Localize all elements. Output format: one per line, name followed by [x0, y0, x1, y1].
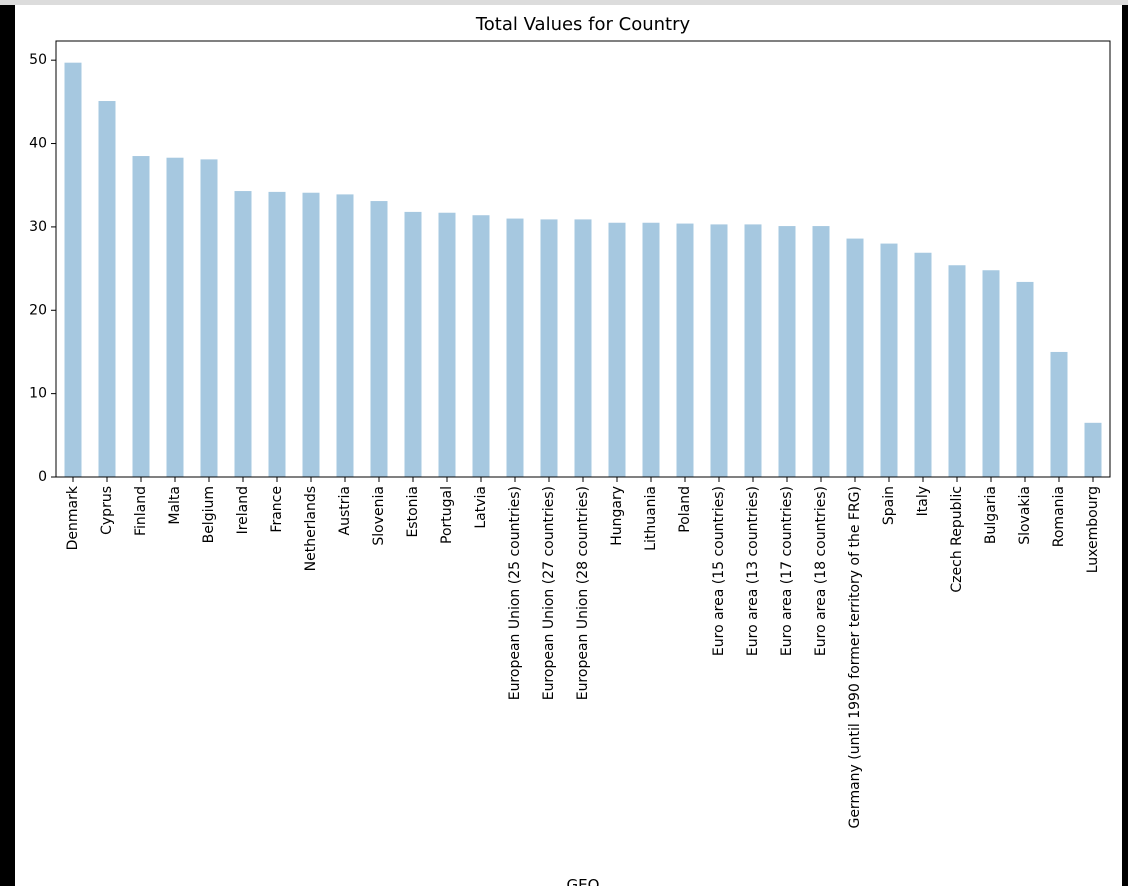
- x-tick-label: Euro area (15 countries): [711, 486, 727, 656]
- bar: [438, 212, 456, 478]
- x-tick-label: Austria: [337, 486, 353, 535]
- bar: [778, 226, 796, 477]
- y-tick-label: 10: [29, 386, 47, 402]
- chart-title: Total Values for Country: [475, 14, 691, 35]
- x-tick-label: Luxembourg: [1085, 486, 1101, 573]
- bar: [710, 224, 728, 477]
- bar: [982, 270, 1000, 477]
- chart-figure: Total Values for Country 0 10 20 30 40 50 Den…: [15, 5, 1122, 886]
- x-tick-label: European Union (27 countries): [541, 486, 557, 700]
- x-tick-label: Malta: [167, 486, 183, 525]
- bar: [472, 215, 490, 477]
- x-tick-label: Euro area (17 countries): [779, 486, 795, 656]
- x-tick-label: Spain: [881, 486, 897, 525]
- window-top-strip: [0, 0, 1128, 5]
- bar: [404, 211, 422, 477]
- bar: [370, 201, 388, 477]
- x-axis-label: GEO: [567, 876, 600, 886]
- plot-frame: [55, 40, 1111, 478]
- x-tick-label: Belgium: [201, 486, 217, 543]
- bar: [676, 223, 694, 477]
- x-tick-label: Bulgaria: [983, 486, 999, 544]
- bar: [880, 243, 898, 477]
- y-axis: 0 10 20 30 40 50: [29, 52, 56, 485]
- bar: [1084, 422, 1102, 477]
- bar-chart: Total Values for Country 0 10 20 30 40 50 Den…: [29, 14, 1111, 886]
- x-tick-label: Lithuania: [643, 486, 659, 551]
- x-tick-label: Slovenia: [371, 486, 387, 546]
- x-tick-label: European Union (25 countries): [507, 486, 523, 700]
- bar: [268, 191, 286, 478]
- bar: [812, 226, 830, 477]
- bar: [132, 156, 150, 477]
- x-tick-label: Estonia: [405, 486, 421, 538]
- bar: [302, 192, 320, 477]
- x-tick-label: Germany (until 1990 former territory of …: [847, 486, 863, 829]
- x-tick-label: Slovakia: [1017, 486, 1033, 545]
- x-tick-label: France: [269, 486, 285, 533]
- bar: [336, 194, 354, 477]
- y-tick-label: 30: [29, 219, 47, 235]
- y-tick-label: 40: [29, 136, 47, 152]
- x-tick-label: Finland: [133, 486, 149, 536]
- x-tick-label: Cyprus: [99, 486, 115, 535]
- bar: [642, 222, 660, 477]
- y-tick-label: 20: [29, 302, 47, 318]
- bars-group: [64, 62, 1102, 478]
- bar: [846, 238, 864, 477]
- bar: [64, 62, 82, 477]
- bar: [540, 219, 558, 477]
- bar: [574, 219, 592, 477]
- y-tick-label: 50: [29, 52, 47, 68]
- x-tick-label: Hungary: [609, 486, 625, 546]
- bar: [98, 101, 116, 477]
- x-axis: Denmark Cyprus Finland Malta Belgium Ireland F…: [65, 477, 1101, 829]
- x-tick-label: Euro area (13 countries): [745, 486, 761, 656]
- bar: [948, 265, 966, 477]
- bar: [1050, 351, 1068, 477]
- bar: [744, 224, 762, 477]
- bar: [166, 157, 184, 477]
- x-tick-label: Ireland: [235, 486, 251, 534]
- x-tick-label: Romania: [1051, 486, 1067, 547]
- bar: [200, 159, 218, 477]
- x-tick-label: Poland: [677, 486, 693, 533]
- bar: [234, 191, 252, 477]
- bar: [1016, 281, 1034, 477]
- x-tick-label: Netherlands: [303, 486, 319, 571]
- bar: [506, 218, 524, 477]
- x-tick-label: Latvia: [473, 486, 489, 529]
- x-tick-label: Denmark: [65, 485, 81, 550]
- bar: [608, 222, 626, 477]
- x-tick-label: Portugal: [439, 486, 455, 544]
- x-tick-label: Euro area (18 countries): [813, 486, 829, 656]
- x-tick-label: Czech Republic: [949, 486, 965, 593]
- x-tick-label: European Union (28 countries): [575, 486, 591, 700]
- bar: [914, 252, 932, 477]
- y-tick-label: 0: [38, 469, 47, 485]
- x-tick-label: Italy: [915, 486, 931, 516]
